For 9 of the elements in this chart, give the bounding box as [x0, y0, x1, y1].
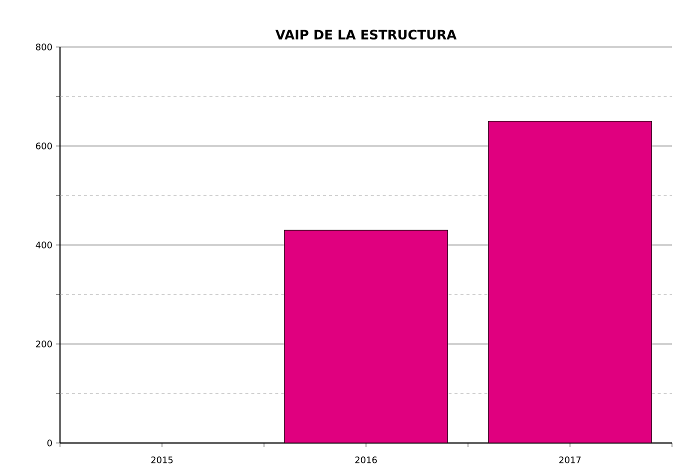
y-tick-label: 0 — [47, 440, 52, 446]
x-tick-label: 2016 — [355, 456, 377, 464]
y-tick-label: 200 — [36, 340, 52, 348]
x-tick-label: 2015 — [151, 456, 173, 464]
y-tick-label: 600 — [36, 142, 52, 150]
chart-title: VAIP DE LA ESTRUCTURA — [275, 30, 457, 40]
y-tick-label: 800 — [36, 44, 52, 50]
x-tick-label: 2017 — [559, 456, 581, 464]
y-tick-label: 400 — [36, 242, 52, 248]
